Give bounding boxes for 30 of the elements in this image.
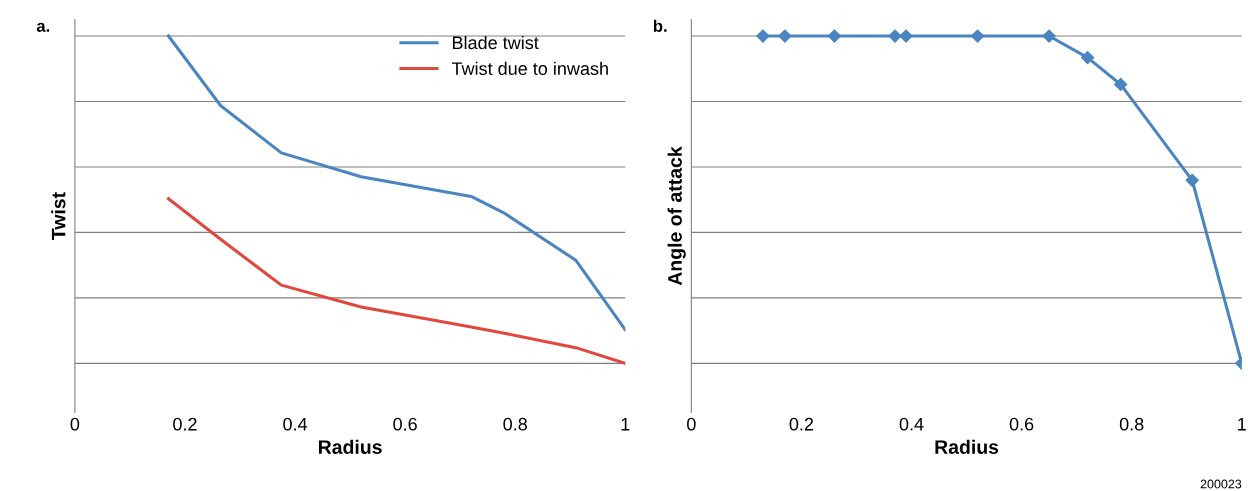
y-axis-title: Angle of attack xyxy=(667,146,686,286)
x-tick-label: 0.2 xyxy=(789,417,814,431)
text: 200023 xyxy=(1200,479,1242,489)
x-tick-label: 0 xyxy=(687,417,696,431)
x-tick-label: 1 xyxy=(621,417,630,431)
x-axis-title: Radius xyxy=(318,439,382,454)
x-axis-title: Radius xyxy=(935,439,999,454)
point xyxy=(1185,173,1199,187)
point xyxy=(1081,51,1095,65)
x-tick-label: 0.4 xyxy=(899,417,924,431)
point xyxy=(1114,77,1128,92)
x-tick-label: 0.4 xyxy=(283,417,308,431)
legend-label: Blade twist xyxy=(452,35,539,50)
point xyxy=(827,29,842,43)
point xyxy=(899,29,913,43)
x-tick-label: 0.6 xyxy=(393,417,417,431)
point xyxy=(778,29,792,43)
y-axis-title: Twist xyxy=(51,192,66,240)
legend-label: Twist due to inwash xyxy=(451,61,608,76)
point xyxy=(1042,29,1056,43)
text: a. xyxy=(36,22,50,32)
x-tick-label: 0.2 xyxy=(173,417,197,431)
point xyxy=(970,29,985,43)
x-tick-label: 0.8 xyxy=(1119,417,1144,431)
text: b. xyxy=(653,19,667,32)
x-tick-label: 0.6 xyxy=(1009,417,1034,431)
x-tick-label: 0 xyxy=(70,417,80,431)
x-tick-label: 0.8 xyxy=(503,417,527,431)
point xyxy=(756,29,770,43)
x-tick-label: 1 xyxy=(1238,417,1246,431)
